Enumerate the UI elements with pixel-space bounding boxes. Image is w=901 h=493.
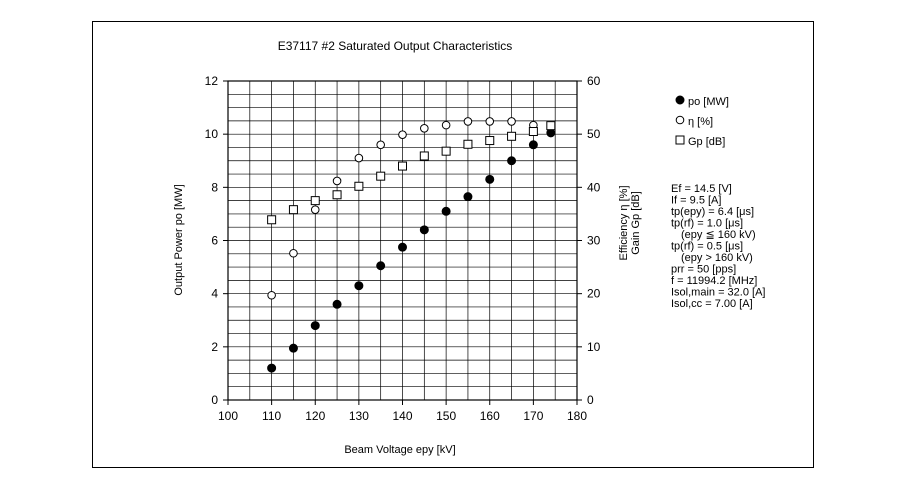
- gain-point: [310, 196, 320, 206]
- gain-point: [288, 205, 298, 215]
- efficiency-point: [463, 117, 473, 126]
- x-tick-label: 120: [305, 409, 325, 423]
- po-point: [441, 206, 451, 216]
- po-point: [485, 174, 495, 184]
- gain-point: [441, 146, 451, 156]
- y-tick-label-left: 0: [211, 393, 218, 407]
- legend-marker: [675, 95, 685, 105]
- y-tick-label-left: 8: [211, 180, 218, 194]
- annotation-line: prr = 50 [pps]: [671, 264, 736, 276]
- y-tick-label-right: 50: [587, 127, 601, 141]
- efficiency-point: [332, 176, 342, 186]
- x-tick-label: 140: [392, 409, 412, 423]
- annotation-line: tp(rf) = 1.0 [μs]: [671, 218, 743, 230]
- y-tick-label-right: 40: [587, 180, 601, 194]
- po-point: [310, 321, 320, 331]
- efficiency-point: [267, 290, 276, 300]
- gain-point: [419, 151, 429, 161]
- efficiency-point: [420, 124, 429, 133]
- gain-point: [267, 215, 277, 225]
- efficiency-point: [354, 153, 364, 163]
- annotation-line: f = 11994.2 [MHz]: [671, 275, 757, 287]
- x-tick-label: 130: [349, 409, 369, 423]
- axis-ticks: [223, 80, 582, 405]
- grid: [228, 81, 577, 400]
- annotation-line: Isol,cc = 7.00 [A]: [671, 298, 753, 310]
- legend-entry-efficiency: η [%]: [688, 116, 713, 128]
- y-tick-label-right: 10: [587, 340, 601, 354]
- annotation-line: tp(epy) = 6.4 [μs]: [671, 206, 754, 218]
- y-tick-label-left: 6: [211, 234, 218, 248]
- y-axis-label-right-efficiency: Efficiency η [%]: [618, 186, 630, 261]
- efficiency-point: [441, 120, 451, 130]
- chart-title: E37117 #2 Saturated Output Characteristi…: [278, 39, 513, 53]
- po-point: [332, 299, 342, 309]
- x-tick-label: 180: [567, 409, 587, 423]
- tick-labels: 100 110 120 130 140 150 160 170 1800246810120102…: [205, 74, 601, 423]
- gain-point: [354, 181, 364, 191]
- x-tick-label: 170: [523, 409, 543, 423]
- x-axis-label: Beam Voltage epy [kV]: [344, 444, 455, 456]
- gain-point: [507, 131, 517, 141]
- po-point: [398, 242, 407, 252]
- po-point: [267, 363, 277, 373]
- data-marks: [267, 117, 556, 373]
- po-point: [507, 156, 517, 166]
- gain-point: [546, 121, 556, 131]
- y-tick-label-right: 60: [587, 74, 601, 88]
- y-tick-label-left: 10: [205, 127, 219, 141]
- y-axis-label-left: Output Power po [MW]: [173, 184, 185, 295]
- efficiency-point: [376, 140, 385, 150]
- annotation-line: Ef = 14.5 [V]: [671, 183, 732, 195]
- x-tick-label: 100: [218, 409, 238, 423]
- legend-entry-gain: Gp [dB]: [688, 136, 725, 148]
- po-point: [354, 281, 364, 291]
- annotation-line: If = 9.5 [A]: [671, 195, 721, 207]
- efficiency-point: [485, 117, 495, 126]
- y-tick-label-left: 12: [205, 74, 219, 88]
- x-tick-label: 150: [436, 409, 456, 423]
- gain-point: [398, 161, 407, 171]
- y-tick-label-left: 4: [211, 287, 218, 301]
- gain-point: [463, 139, 473, 149]
- chart-frame: [92, 21, 814, 468]
- po-point: [288, 343, 298, 353]
- y-axis-label-right-gain: Gain Gp [dB]: [630, 191, 642, 255]
- y-tick-label-right: 30: [587, 234, 601, 248]
- po-point: [376, 261, 386, 271]
- efficiency-point: [289, 248, 298, 258]
- legend-marker: [675, 135, 685, 145]
- po-point: [528, 140, 538, 150]
- gain-point: [376, 171, 386, 181]
- annotation-line: (epy > 160 kV): [681, 252, 753, 264]
- y-tick-label-left: 2: [211, 340, 218, 354]
- po-point: [419, 225, 429, 235]
- annotation-line: (epy ≦ 160 kV): [681, 229, 756, 241]
- annotation-line: tp(rf) = 0.5 [μs]: [671, 241, 743, 253]
- x-tick-label: 110: [262, 409, 281, 423]
- annotation-line: Isol,main = 32.0 [A]: [671, 287, 765, 299]
- po-point: [463, 192, 473, 202]
- legend: po [MW] η [%] Gp [dB]: [675, 95, 729, 148]
- x-tick-label: 160: [480, 409, 500, 423]
- gain-point: [485, 136, 495, 146]
- annotations: Ef = 14.5 [V]If = 9.5 [A]tp(epy) = 6.4 […: [671, 183, 765, 310]
- gain-point: [528, 127, 538, 137]
- efficiency-point: [398, 130, 407, 139]
- efficiency-point: [507, 117, 516, 126]
- gain-point: [332, 190, 342, 200]
- efficiency-point: [310, 205, 320, 214]
- y-tick-label-right: 0: [587, 393, 594, 407]
- legend-entry-po: po [MW]: [688, 96, 729, 108]
- y-tick-label-right: 20: [587, 287, 601, 301]
- legend-marker: [675, 115, 685, 125]
